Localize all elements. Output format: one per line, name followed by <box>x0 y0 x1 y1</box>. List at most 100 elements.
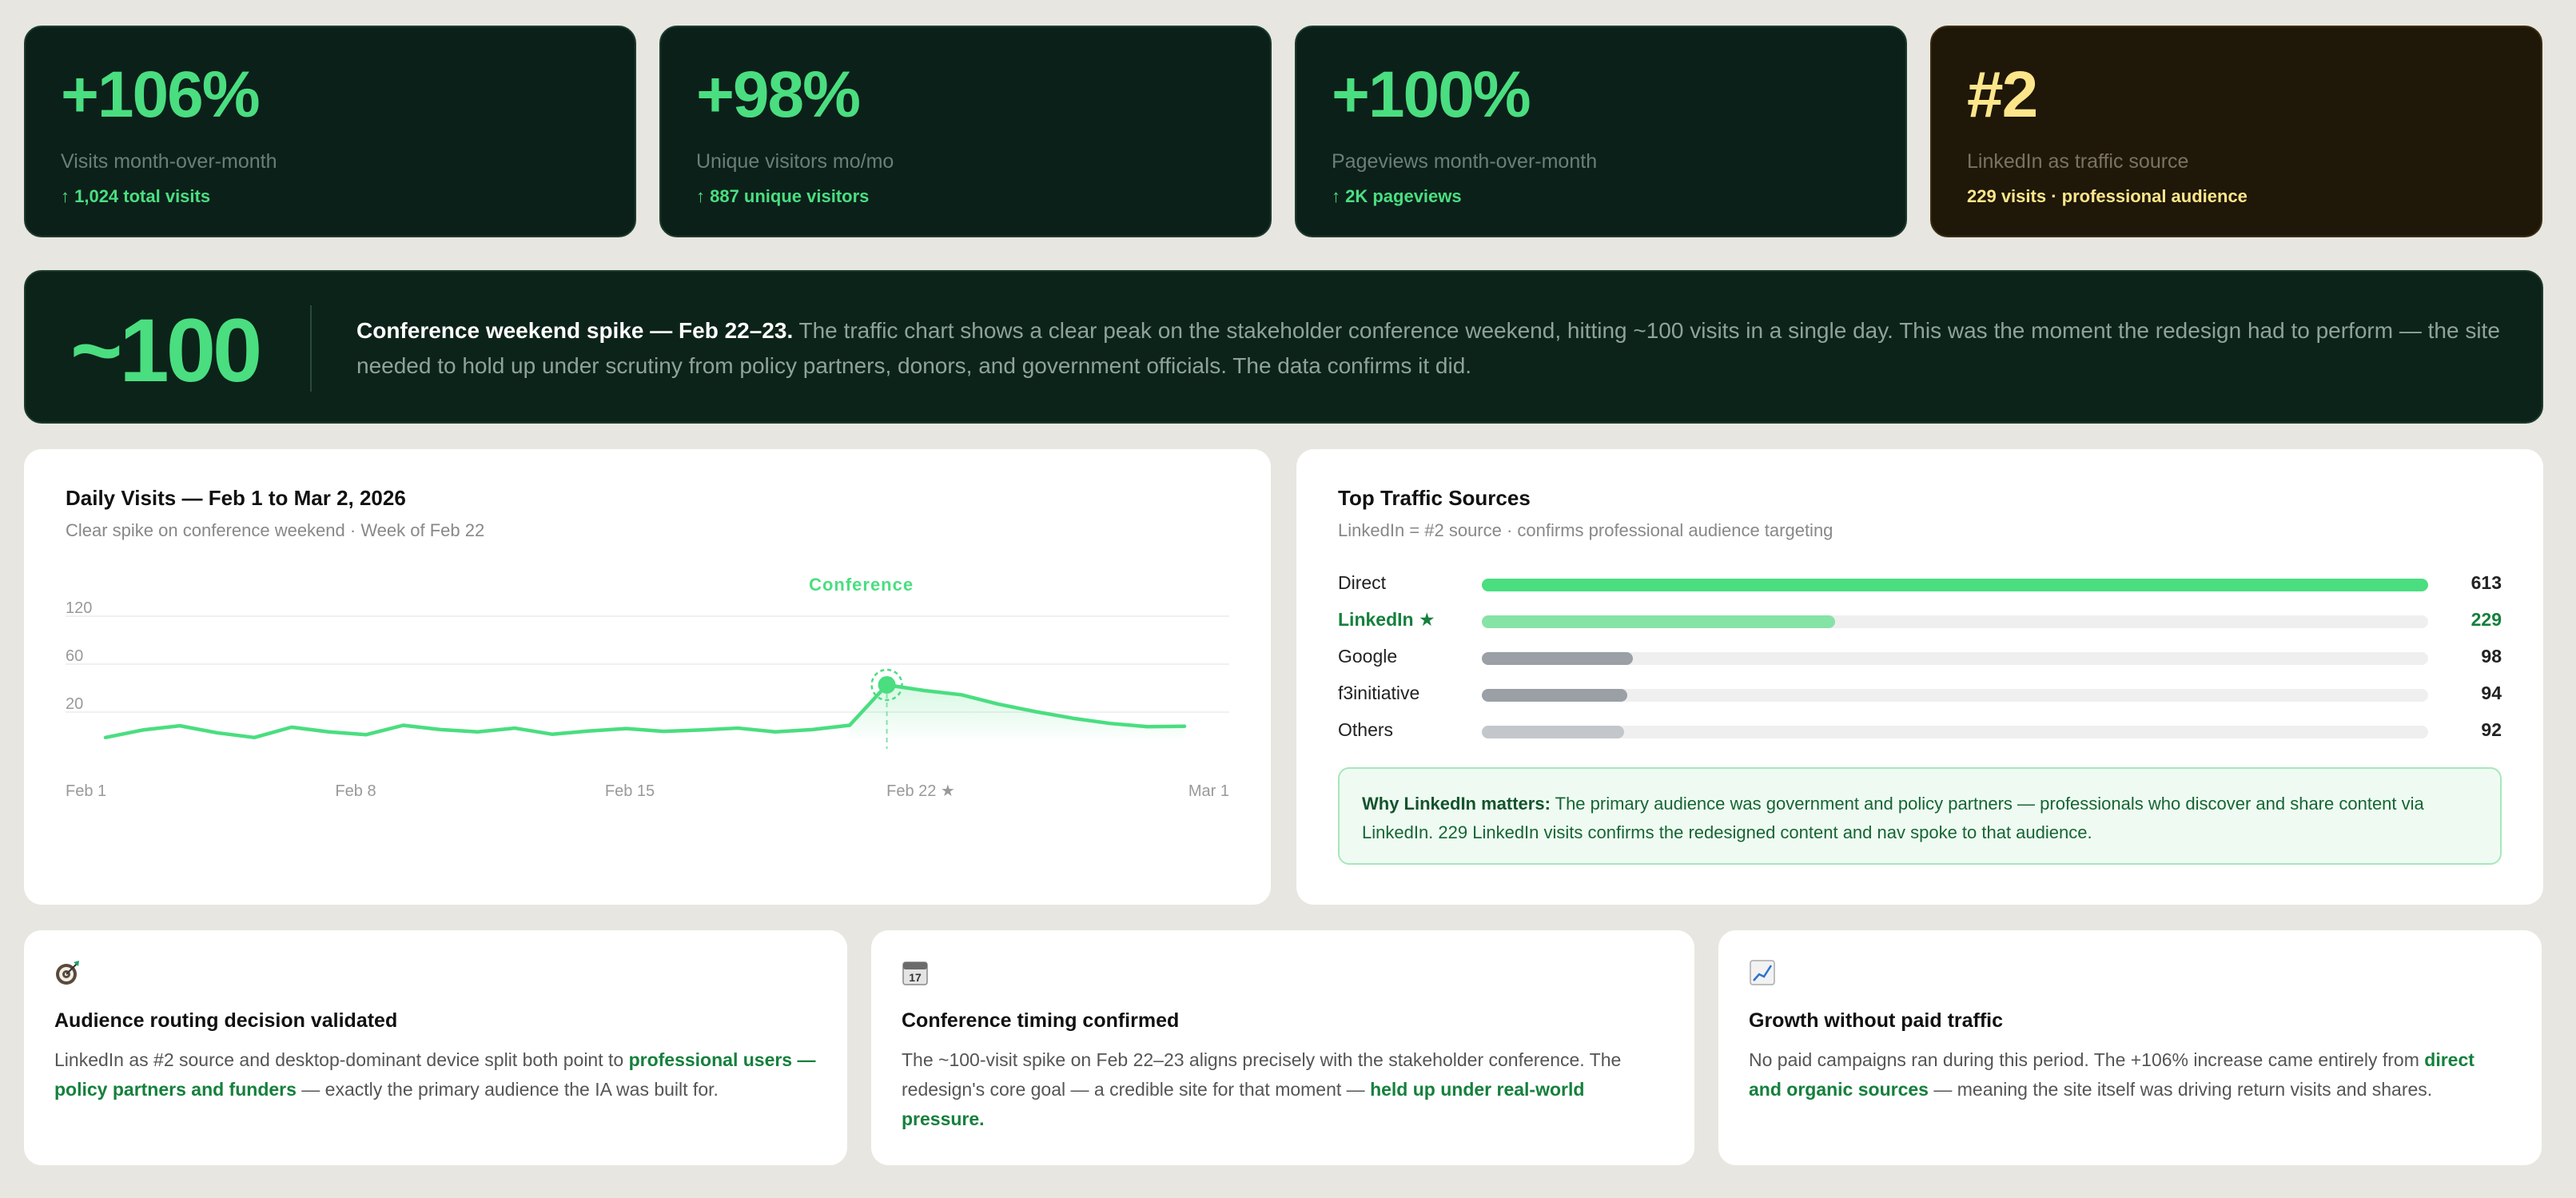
stat-value: #2 <box>1967 58 2038 131</box>
data-point <box>215 730 220 735</box>
panel-title: Daily Visits — Feb 1 to Mar 2, 2026 <box>66 486 406 510</box>
data-point <box>1108 721 1113 726</box>
source-bar-track <box>1482 579 2428 591</box>
data-point <box>1145 724 1149 729</box>
stat-sub: ↑ 1,024 total visits <box>61 186 211 206</box>
stat-card-pageviews: +100% Pageviews month-over-month ↑ 2K pa… <box>1295 26 1907 237</box>
data-point <box>1182 724 1187 729</box>
y-tick-label: 120 <box>66 599 92 617</box>
data-point <box>1070 716 1075 721</box>
source-row: LinkedIn ★ 229 <box>1338 604 2502 641</box>
data-point <box>177 723 182 728</box>
card-body: The ~100-visit spike on Feb 22–23 aligns… <box>902 1045 1664 1134</box>
conference-point <box>878 675 896 694</box>
source-bar <box>1482 615 1836 628</box>
data-point <box>550 732 555 737</box>
data-point <box>624 726 629 731</box>
source-row: Direct 613 <box>1338 567 2502 604</box>
traffic-sources-panel: Top Traffic Sources LinkedIn = #2 source… <box>1296 449 2543 905</box>
stat-label: Visits month-over-month <box>61 150 277 173</box>
card-body-text: LinkedIn as #2 source and desktop-domina… <box>54 1049 629 1070</box>
stat-card-linkedin: #2 LinkedIn as traffic source 229 visits… <box>1930 26 2542 237</box>
data-point <box>661 729 666 734</box>
data-point <box>512 726 517 730</box>
data-point <box>959 692 964 697</box>
card-body: No paid campaigns ran during this period… <box>1749 1045 2511 1104</box>
stat-label: LinkedIn as traffic source <box>1967 150 2189 173</box>
source-row: f3initiative 94 <box>1338 678 2502 714</box>
source-value: 94 <box>2481 683 2502 703</box>
daily-visits-panel: Daily Visits — Feb 1 to Mar 2, 2026 Clea… <box>24 449 1271 905</box>
y-tick-label: 60 <box>66 647 83 665</box>
source-bar <box>1482 652 1634 665</box>
source-value: 613 <box>2470 572 2502 593</box>
stat-value: +98% <box>696 58 861 131</box>
x-tick-label: Feb 1 <box>66 782 106 800</box>
stat-sub: ↑ 887 unique visitors <box>696 186 870 206</box>
stat-label: Pageviews month-over-month <box>1332 150 1598 173</box>
card-body-highlight: direct and organic sources <box>1749 1049 2474 1100</box>
callout-headline: Conference weekend spike — Feb 22–23. <box>356 318 794 343</box>
card-body: LinkedIn as #2 source and desktop-domina… <box>54 1045 817 1104</box>
callout-divider <box>310 305 312 392</box>
card-body-text: No paid campaigns ran during this period… <box>1749 1049 2425 1070</box>
data-point <box>1033 709 1038 714</box>
conference-label: Conference <box>809 575 914 595</box>
source-bar <box>1482 579 2428 591</box>
why-text: The primary audience was government and … <box>1362 794 2424 842</box>
data-point <box>400 723 405 728</box>
source-name: Google <box>1338 646 1398 667</box>
card-body-text: — exactly the primary audience the IA wa… <box>296 1079 719 1100</box>
source-value: 98 <box>2481 646 2502 667</box>
data-point <box>847 723 852 728</box>
data-point <box>587 729 591 734</box>
stat-card-visits: +106% Visits month-over-month ↑ 1,024 to… <box>24 26 636 237</box>
insight-card-conference: 17 Conference timing confirmed The ~100-… <box>871 930 1694 1165</box>
panel-title: Top Traffic Sources <box>1338 486 1531 510</box>
stat-sub: ↑ 2K pageviews <box>1332 186 1462 206</box>
insight-card-audience: Audience routing decision validated Link… <box>24 930 847 1165</box>
panel-subtitle: Clear spike on conference weekend · Week… <box>66 520 485 540</box>
data-point <box>996 702 1001 706</box>
stat-value: +100% <box>1332 58 1531 131</box>
source-row: Others 92 <box>1338 714 2502 751</box>
data-point <box>922 688 926 693</box>
calendar-icon: 17 <box>902 961 928 985</box>
card-body-text: — meaning the site itself was driving re… <box>1928 1079 2433 1100</box>
source-name: Direct <box>1338 572 1387 593</box>
x-tick-label: Mar 1 <box>1188 782 1229 800</box>
card-body-highlight: professional users — policy partners and… <box>54 1049 816 1100</box>
conference-callout: ~100 Conference weekend spike — Feb 22–2… <box>24 270 2543 424</box>
callout-value: ~100 <box>70 300 262 400</box>
sources-list: Direct 613 LinkedIn ★ 229 Google 98 f3initiati… <box>1338 567 2502 751</box>
stat-sub: 229 visits · professional audience <box>1967 186 2248 206</box>
x-tick-label: Feb 8 <box>335 782 376 800</box>
callout-text: Conference weekend spike — Feb 22–23. Th… <box>356 313 2514 384</box>
data-point <box>103 735 108 740</box>
data-point <box>289 725 294 730</box>
card-title: Audience routing decision validated <box>54 1009 398 1032</box>
source-bar <box>1482 726 1624 738</box>
data-point <box>810 727 814 732</box>
visits-line <box>103 683 1187 740</box>
calendar-icon-date: 17 <box>909 971 922 984</box>
source-name: Others <box>1338 719 1394 740</box>
source-bar-track <box>1482 615 2428 628</box>
target-icon <box>56 961 79 985</box>
source-name: f3initiative <box>1338 683 1420 703</box>
insight-card-growth: Growth without paid traffic No paid camp… <box>1718 930 2542 1165</box>
data-point <box>735 726 740 730</box>
source-bar-track <box>1482 652 2428 665</box>
data-point <box>364 732 368 737</box>
data-point <box>773 730 778 734</box>
source-value: 92 <box>2481 719 2502 740</box>
data-point <box>141 727 145 732</box>
card-title: Growth without paid traffic <box>1749 1009 2004 1032</box>
data-point <box>438 727 443 732</box>
data-point <box>699 727 703 732</box>
y-tick-label: 20 <box>66 695 83 713</box>
card-title: Conference timing confirmed <box>902 1009 1180 1032</box>
source-row: Google 98 <box>1338 641 2502 678</box>
callout-body: The traffic chart shows a clear peak on … <box>356 318 2500 378</box>
panel-subtitle: LinkedIn = #2 source · confirms professi… <box>1338 520 1833 540</box>
